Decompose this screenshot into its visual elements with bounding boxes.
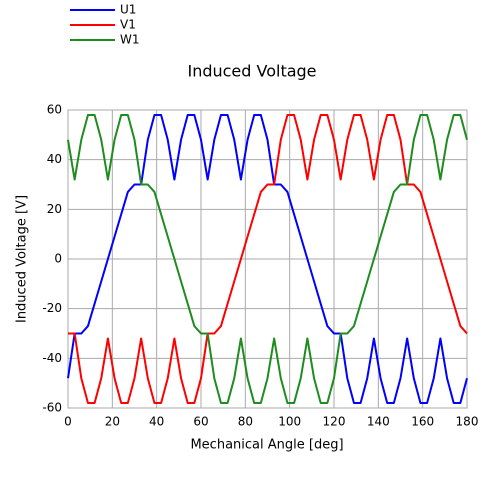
- y-tick-label: 0: [54, 252, 62, 266]
- x-tick-label: 100: [278, 415, 301, 429]
- y-tick-label: 40: [47, 152, 62, 166]
- series-line: [68, 113, 468, 405]
- series-line: [67, 113, 468, 405]
- x-tick-label: 120: [323, 415, 346, 429]
- y-tick-label: 60: [47, 103, 62, 117]
- legend-label: U1: [120, 3, 136, 17]
- x-tick-label: 160: [411, 415, 434, 429]
- y-tick-label: -60: [42, 401, 62, 415]
- chart-title: Induced Voltage: [187, 62, 316, 81]
- x-axis-label: Mechanical Angle [deg]: [190, 438, 343, 453]
- x-tick-label: 20: [105, 415, 120, 429]
- y-tick-label: 20: [47, 202, 62, 216]
- y-tick-label: -40: [42, 351, 62, 365]
- y-axis-label: Induced Voltage [V]: [15, 195, 30, 323]
- legend-label: V1: [120, 18, 136, 32]
- legend-label: W1: [120, 33, 140, 47]
- x-tick-label: 40: [149, 415, 164, 429]
- x-tick-label: 140: [367, 415, 390, 429]
- x-tick-label: 60: [193, 415, 208, 429]
- x-tick-label: 80: [238, 415, 253, 429]
- x-tick-label: 180: [456, 415, 479, 429]
- y-tick-label: -20: [42, 301, 62, 315]
- series-line: [67, 113, 468, 405]
- x-tick-label: 0: [64, 415, 72, 429]
